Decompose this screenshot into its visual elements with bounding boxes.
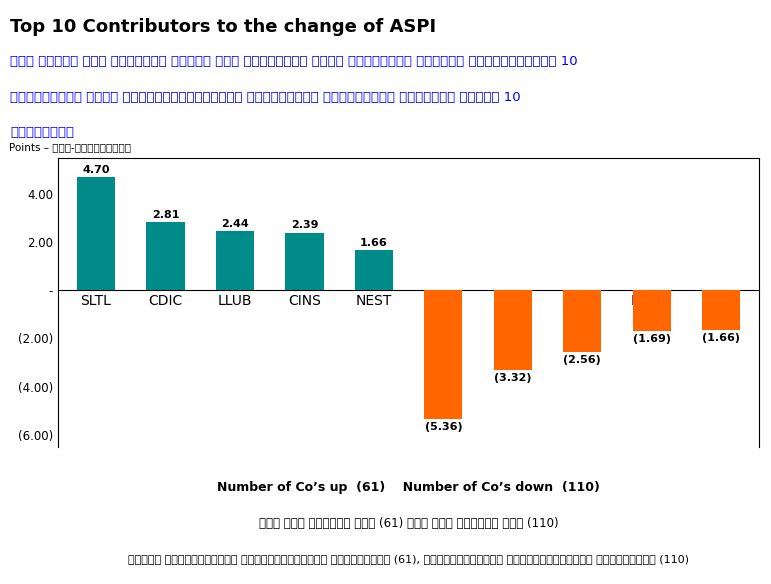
Text: 2.81: 2.81 bbox=[152, 210, 179, 220]
Bar bbox=[563, 290, 601, 352]
Bar bbox=[285, 232, 324, 290]
Text: 2.44: 2.44 bbox=[221, 219, 249, 229]
Text: අනේඳ්තුප් පංකු ළලේක්සුට්ඩියින් අසේළිර්කු පංකලිප්පු හොලඊකිය මුතල් 10: අනේඳ්තුප් පංකු ළලේක්සුට්ඩියින් අසේළිර්කු… bbox=[10, 91, 520, 103]
Text: (2.56): (2.56) bbox=[564, 354, 601, 365]
Text: පිණයංකල්: පිණයංකල් bbox=[10, 126, 74, 138]
Bar bbox=[146, 223, 184, 290]
Bar bbox=[216, 231, 254, 290]
Text: ළලේක් අතිකරිප්පපය ළලේය්පඩුත්තිය කම්පනිකල් (61), ළලේක්සරිළලේය ළලේය්පඩුත්තිය කම්පන: ළලේක් අතිකරිප්පපය ළලේය්පඩුත්තිය කම්පනිකල… bbox=[128, 554, 689, 564]
Text: 2.39: 2.39 bbox=[291, 220, 318, 230]
Bar bbox=[633, 290, 671, 331]
Text: (5.36): (5.36) bbox=[425, 422, 462, 432]
Text: Number of Co’s up  (61)    Number of Co’s down  (110): Number of Co’s up (61) Number of Co’s do… bbox=[217, 481, 600, 493]
Text: 4.70: 4.70 bbox=[82, 165, 109, 175]
Bar bbox=[424, 290, 463, 419]
Bar bbox=[493, 290, 532, 370]
Text: Top 10 Contributors to the change of ASPI: Top 10 Contributors to the change of ASP… bbox=[10, 18, 436, 36]
Text: (3.32): (3.32) bbox=[494, 373, 531, 383]
Text: (1.66): (1.66) bbox=[702, 333, 740, 343]
Text: 1.66: 1.66 bbox=[360, 238, 388, 248]
Bar bbox=[702, 290, 740, 330]
Bar bbox=[77, 177, 115, 290]
Bar bbox=[355, 250, 393, 290]
Text: (1.69): (1.69) bbox=[633, 334, 671, 344]
Text: Points – ൳්ක-පුල්ලිකල්: Points – ൳්ක-පුල්ලිකල් bbox=[8, 142, 131, 152]
Text: ඃයල කොටස් මිල දර්ශනයේ වෙනස් විම හේතුවෙන් ඉහලම දායකත්වය දේක්වු සුරිකුම්පත් 10: ඃයල කොටස් මිල දර්ශනයේ වෙනස් විම හේතුවෙන්… bbox=[10, 55, 577, 68]
Text: ඉහල ගිය සමඏගම් ගනන (61) පහල ගිය සමඏගම් ගනන (110): ඉහල ගිය සමඏගම් ගනන (61) පහල ගිය සමඏගම් ග… bbox=[259, 517, 558, 530]
